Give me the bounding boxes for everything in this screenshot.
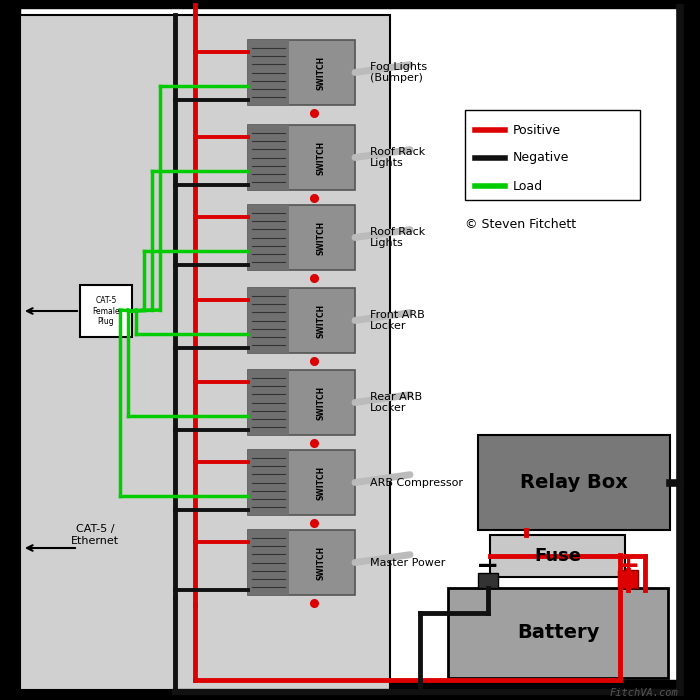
Bar: [0, 680, 700, 700]
Text: Relay Box: Relay Box: [520, 473, 628, 492]
Bar: [0, 0, 700, 8]
Text: Negative: Negative: [513, 151, 569, 164]
Text: Fog Lights
(Bumper): Fog Lights (Bumper): [370, 62, 427, 83]
Bar: [248, 40, 288, 105]
Text: SWITCH: SWITCH: [316, 545, 326, 580]
Bar: [680, 0, 700, 700]
Bar: [20, 15, 390, 690]
Bar: [248, 370, 355, 435]
Text: FitchVA.com: FitchVA.com: [609, 688, 678, 698]
Text: CAT-5
Female
Plug: CAT-5 Female Plug: [92, 296, 120, 326]
Bar: [80, 285, 132, 337]
Bar: [248, 370, 288, 435]
Bar: [248, 125, 355, 190]
Bar: [448, 588, 668, 678]
Bar: [248, 125, 288, 190]
Bar: [490, 535, 625, 577]
Bar: [248, 205, 355, 270]
Bar: [248, 288, 355, 353]
Text: Positive: Positive: [513, 123, 561, 136]
Bar: [248, 288, 288, 353]
Text: Load: Load: [513, 179, 543, 193]
Bar: [248, 450, 288, 515]
Text: Battery: Battery: [517, 624, 599, 643]
Text: Fuse: Fuse: [534, 547, 581, 565]
Text: SWITCH: SWITCH: [316, 55, 326, 90]
Bar: [478, 435, 670, 530]
Text: SWITCH: SWITCH: [316, 386, 326, 419]
Text: CAT-5 /
Ethernet: CAT-5 / Ethernet: [71, 524, 119, 546]
Text: SWITCH: SWITCH: [316, 303, 326, 337]
Text: −: −: [476, 552, 499, 580]
Bar: [248, 40, 355, 105]
Bar: [248, 450, 355, 515]
Text: +: +: [617, 552, 640, 580]
Text: Roof Rack
Lights: Roof Rack Lights: [370, 227, 426, 248]
Bar: [248, 205, 288, 270]
Text: SWITCH: SWITCH: [316, 141, 326, 174]
Text: © Steven Fitchett: © Steven Fitchett: [465, 218, 576, 231]
Text: SWITCH: SWITCH: [316, 220, 326, 255]
Bar: [248, 530, 355, 595]
Bar: [248, 530, 288, 595]
Bar: [618, 570, 638, 588]
Bar: [477, 573, 498, 588]
Text: Roof Rack
Lights: Roof Rack Lights: [370, 147, 426, 168]
Text: Master Power: Master Power: [370, 557, 445, 568]
Bar: [465, 110, 640, 200]
Bar: [0, 0, 20, 700]
Text: Front ARB
Locker: Front ARB Locker: [370, 309, 425, 331]
Text: SWITCH: SWITCH: [316, 466, 326, 500]
Text: ARB Compressor: ARB Compressor: [370, 477, 463, 487]
Text: Rear ARB
Locker: Rear ARB Locker: [370, 392, 422, 413]
